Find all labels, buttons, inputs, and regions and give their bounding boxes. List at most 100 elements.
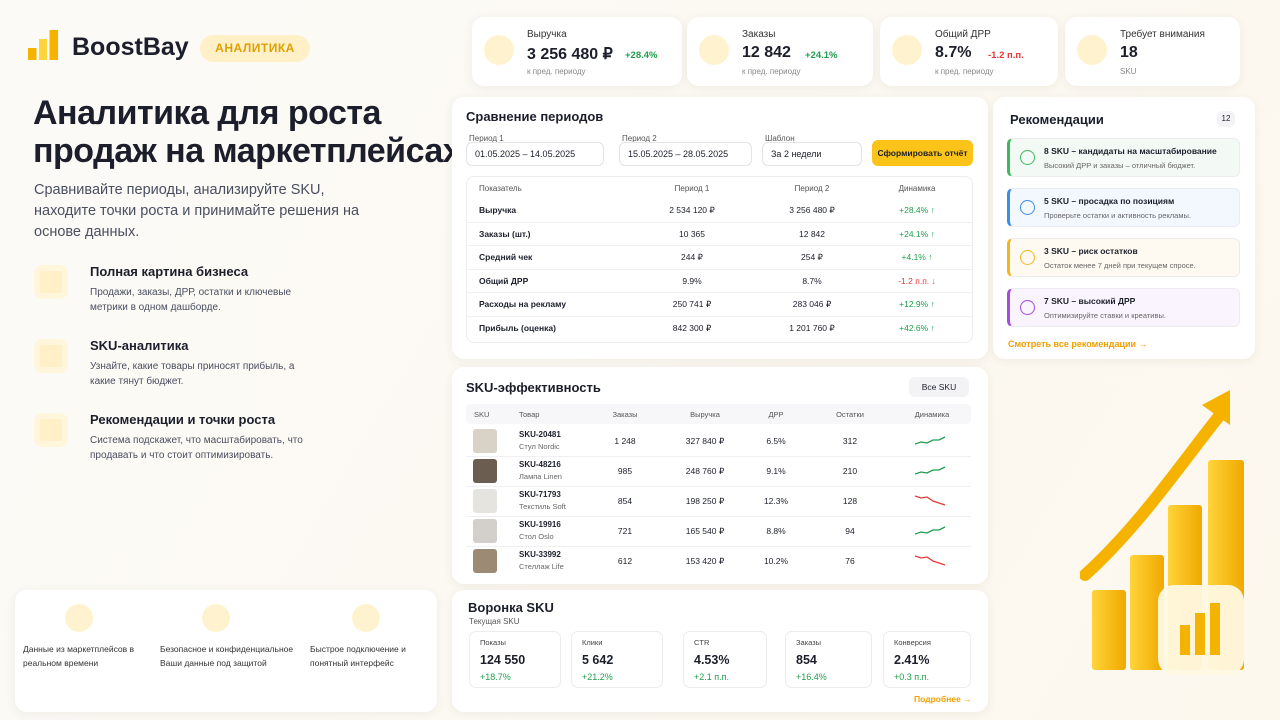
kpi-delta: -1.2 п.п. — [988, 50, 1024, 61]
sku-id: SKU-33992 — [519, 550, 561, 559]
panel-subtitle: Текущая SKU — [469, 617, 520, 626]
panel-title: Сравнение периодов — [466, 109, 604, 124]
table-cell: 1 201 760 ₽ — [789, 322, 835, 333]
rec-title: 5 SKU – просадка по позициям — [1044, 196, 1175, 206]
kpi-label: Общий ДРР — [935, 29, 991, 40]
rec-title: 8 SKU – кандидаты на масштабирование — [1044, 146, 1217, 156]
footer-icon — [65, 604, 93, 632]
logo — [28, 30, 58, 60]
table-cell: Заказы (шт.) — [479, 228, 531, 239]
sku-id: SKU-48216 — [519, 460, 561, 469]
product-thumb — [473, 429, 497, 453]
funnel-delta: +21.2% — [582, 672, 613, 682]
funnel-card: Показы 124 550 +18.7% — [469, 631, 561, 688]
table-cell: +12.9% ↑ — [899, 299, 935, 309]
row-divider — [467, 268, 972, 270]
feature-icon — [34, 265, 68, 299]
table-header: Динамика — [898, 184, 936, 193]
product-thumb — [473, 489, 497, 513]
rec-text: Остаток менее 7 дней при текущем спросе. — [1044, 261, 1196, 270]
funnel-delta: +18.7% — [480, 672, 511, 682]
kpi-value: 18 — [1120, 44, 1138, 61]
feature-text: Продажи, заказы, ДРР, остатки и ключевые… — [90, 287, 292, 313]
table-header: Выручка — [690, 410, 720, 419]
table-header: Остатки — [836, 410, 864, 419]
sku-id: SKU-20481 — [519, 430, 561, 439]
table-cell: 985 — [617, 466, 633, 476]
table-cell: 8.8% — [766, 526, 786, 536]
table-cell: 312 — [842, 436, 858, 446]
funnel-value: 4.53% — [694, 653, 730, 667]
table-header: SKU — [474, 410, 490, 419]
product-thumb — [473, 459, 497, 483]
table-cell: 283 046 ₽ — [792, 299, 832, 309]
row-divider — [466, 456, 971, 457]
kpi-value: 3 256 480 ₽ — [527, 46, 613, 63]
kpi-icon — [892, 35, 922, 65]
field-input[interactable]: За 2 недели — [762, 142, 862, 166]
all-sku-button[interactable]: Все SKU — [909, 377, 969, 397]
rec-title: 3 SKU – риск остатков — [1044, 246, 1138, 256]
rec-icon — [1020, 150, 1035, 165]
row-divider — [466, 516, 971, 517]
header-bg — [466, 404, 971, 424]
footer-icon — [352, 604, 380, 632]
table-cell: 248 760 ₽ — [685, 466, 725, 476]
funnel-panel: Воронка SKU Текущая SKU Показы 124 550 +18.7… — [452, 590, 988, 712]
kpi-card: Общий ДРР 8.7% -1.2 п.п. к пред. периоду — [880, 17, 1058, 86]
table-cell: +28.4% ↑ — [899, 205, 935, 215]
rec-text: Проверьте остатки и активность рекламы. — [1044, 211, 1191, 220]
table-cell: 327 840 ₽ — [685, 436, 725, 446]
funnel-card: CTR 4.53% +2.1 п.п. — [683, 631, 767, 688]
feature-title: SKU-аналитика — [90, 338, 189, 353]
feature-icon — [34, 339, 68, 373]
feature-text: Система подскажет, что масштабировать, ч… — [90, 435, 303, 461]
product-thumb — [473, 519, 497, 543]
table-cell: 721 — [617, 526, 633, 536]
table-header: Товар — [519, 410, 540, 419]
panel-title: Рекомендации — [1010, 112, 1104, 127]
table-cell: 1 248 — [614, 436, 636, 446]
row-divider — [467, 221, 972, 223]
table-header: ДРР — [768, 410, 784, 419]
feature-icon — [34, 413, 68, 447]
hero-title: Аналитика для роста продаж на маркетплей… — [33, 94, 462, 170]
kpi-delta: +28.4% — [625, 50, 658, 61]
kpi-value: 12 842 — [742, 44, 791, 61]
rec-link[interactable]: Смотреть все рекомендации → — [1008, 339, 1148, 349]
table-cell: 94 — [845, 526, 855, 536]
sparkline — [915, 526, 946, 535]
table-cell: -1.2 п.п. ↓ — [898, 275, 936, 286]
funnel-card: Клики 5 642 +21.2% — [571, 631, 663, 688]
table-header: Показатель — [479, 184, 522, 193]
report-button[interactable]: Сформировать отчёт — [872, 140, 973, 166]
footer-text: Данные из маркетплейсов в реальном време… — [23, 644, 135, 668]
kpi-note: к пред. периоду — [935, 67, 994, 76]
kpi-label: Выручка — [527, 29, 567, 40]
field-input[interactable]: 01.05.2025 – 14.05.2025 — [466, 142, 604, 166]
table-header: Динамика — [914, 410, 950, 419]
table-cell: Выручка — [479, 205, 517, 215]
table-cell: 6.5% — [766, 436, 786, 446]
table-cell: 10.2% — [763, 556, 789, 566]
row-divider — [467, 292, 972, 293]
rec-item: 3 SKU – риск остатков Остаток менее 7 дне… — [1007, 238, 1240, 277]
sku-id: SKU-19916 — [519, 520, 561, 529]
sparkline — [915, 495, 946, 506]
table-cell: 10 365 — [679, 228, 705, 239]
funnel-label: Показы — [480, 638, 506, 647]
feature-title: Полная картина бизнеса — [90, 264, 249, 279]
rec-item: 8 SKU – кандидаты на масштабирование Высо… — [1007, 138, 1240, 177]
product-thumb — [473, 549, 497, 573]
field-input[interactable]: 15.05.2025 – 28.05.2025 — [619, 142, 752, 166]
table-cell: Прибыль (оценка) — [479, 322, 556, 333]
kpi-note: к пред. периоду — [527, 67, 586, 76]
table-cell: +42.6% ↑ — [899, 322, 935, 333]
count-badge: 12 — [1217, 111, 1235, 127]
feature-text: Узнайте, какие товары приносят прибыль, … — [90, 361, 295, 387]
table-cell: 153 420 ₽ — [685, 556, 725, 566]
panel-title: SKU-эффективность — [466, 380, 601, 395]
funnel-link[interactable]: Подробнее → — [914, 694, 972, 704]
table-cell: 9.9% — [682, 275, 702, 286]
table-cell: 12.3% — [763, 496, 789, 506]
